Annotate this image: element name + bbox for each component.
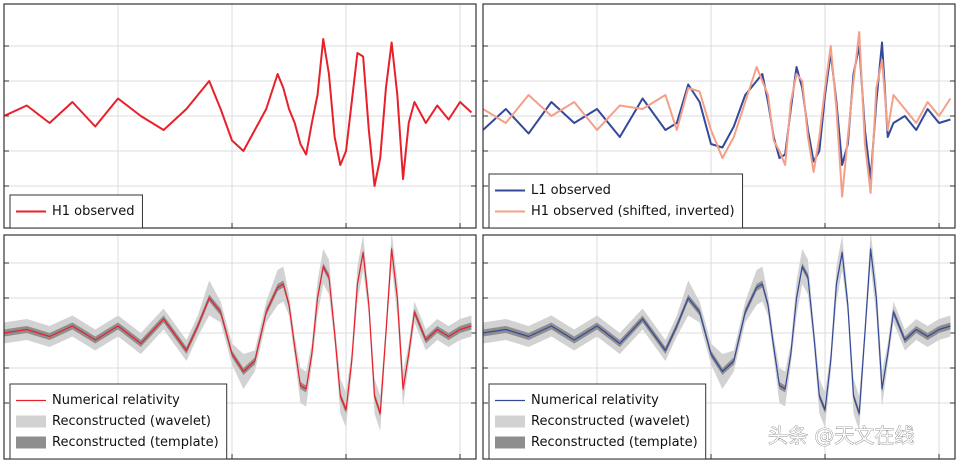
legend: L1 observed H1 observed (shifted, inverte… [488,173,744,229]
panel-frame [482,234,956,460]
panel-frame [3,234,477,460]
legend-swatch [16,415,46,428]
panel: Numerical relativity Reconstructed (wavel… [3,234,477,460]
legend-swatch [16,436,46,449]
series-line [4,248,472,415]
plot-area [4,38,473,187]
legend: Numerical relativity Reconstructed (wavel… [9,383,228,460]
legend: Numerical relativity Reconstructed (wavel… [488,383,707,460]
legend-label: Reconstructed (template) [52,435,219,450]
panel: L1 observed H1 observed (shifted, inverte… [482,3,956,229]
band [483,235,951,431]
series-line [4,38,473,187]
legend-swatch [495,415,525,428]
panel-frame [3,3,477,229]
legend-swatch [495,436,525,449]
legend-label: L1 observed [531,183,611,198]
panel: Numerical relativity Reconstructed (wavel… [482,234,956,460]
legend-box [488,383,707,460]
plot-area [4,235,472,431]
watermark: 头条 @天文在线 [768,424,914,448]
legend-label: Reconstructed (template) [531,435,698,450]
plot-area [483,31,952,198]
legend-label: H1 observed [52,204,134,219]
legend-label: Numerical relativity [52,393,180,408]
plot-area [483,235,951,431]
legend-label: Numerical relativity [531,393,659,408]
series-line [483,31,952,198]
legend-label: Reconstructed (wavelet) [531,414,690,429]
legend-label: Reconstructed (wavelet) [52,414,211,429]
legend-box [9,383,228,460]
legend: H1 observed [9,194,143,229]
panels: H1 observed L1 observed H1 observed (shift… [3,3,956,460]
series-line [483,248,951,415]
panel: H1 observed [3,3,477,229]
legend-label: H1 observed (shifted, inverted) [531,204,735,219]
band [4,235,472,431]
legend-box [488,173,744,229]
